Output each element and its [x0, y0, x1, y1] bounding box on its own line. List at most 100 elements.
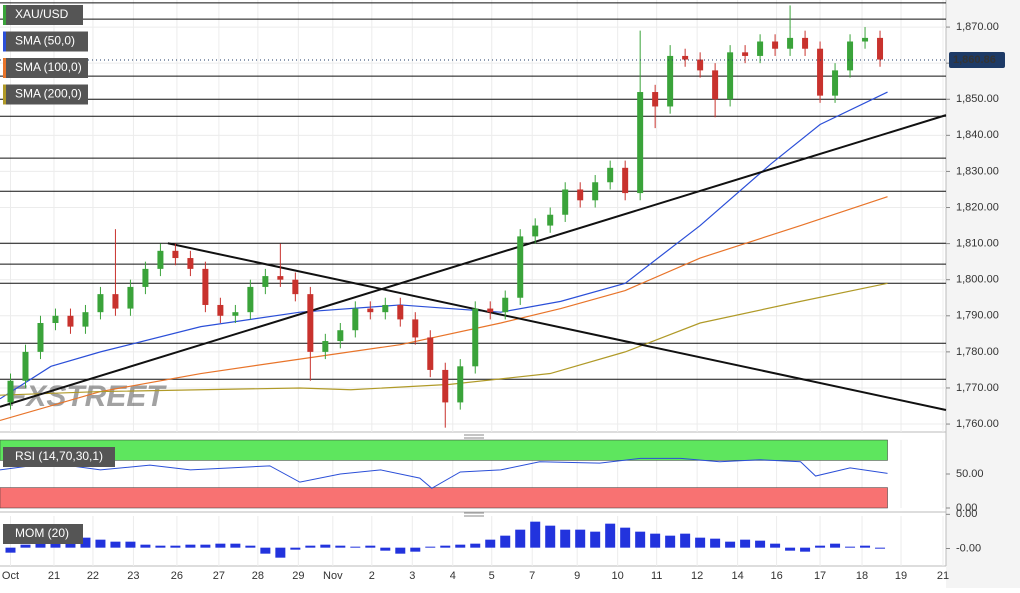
x-tick-label: 3 — [409, 570, 415, 582]
candle-body — [697, 59, 704, 71]
x-tick-label: 4 — [450, 570, 456, 582]
sma-line — [0, 282, 888, 396]
candle-body — [772, 41, 779, 49]
candle-body — [562, 189, 569, 215]
candle-body — [7, 380, 14, 403]
candle-body — [187, 258, 194, 269]
mom-bar — [200, 544, 211, 548]
mom-bar — [275, 547, 286, 558]
sma-line — [0, 196, 888, 422]
candle-body — [82, 312, 89, 327]
x-tick-label: 2 — [369, 570, 375, 582]
mom-bar — [755, 540, 766, 548]
x-tick-label: 23 — [127, 570, 139, 582]
candle-body — [517, 236, 524, 298]
candle-body — [862, 37, 869, 42]
x-tick-label: 11 — [651, 570, 662, 582]
last-price-box — [949, 52, 1005, 69]
candle-body — [532, 225, 539, 237]
x-tick-label: 7 — [529, 570, 535, 582]
candle-body — [487, 308, 494, 313]
mom-bar — [440, 545, 451, 548]
y-tick-label: 1,830.00 — [956, 165, 999, 177]
x-tick-label: 12 — [691, 570, 703, 582]
trend-line — [167, 242, 947, 411]
y-tick-label: 1,820.00 — [956, 201, 999, 213]
legend-label: MOM (20) — [15, 526, 69, 540]
candle-body — [172, 250, 179, 259]
candle-body — [592, 182, 599, 201]
candle-body — [277, 276, 284, 280]
mom-bar — [665, 535, 676, 548]
mom-bar — [350, 546, 361, 548]
x-tick-label: 27 — [213, 570, 225, 582]
mom-bar — [20, 544, 31, 548]
mom-bar — [590, 531, 601, 548]
candle-body — [742, 52, 749, 56]
mom-bar — [245, 545, 256, 548]
mom-bar — [710, 538, 721, 548]
candle-body — [622, 167, 629, 194]
candle-body — [112, 294, 119, 309]
mom-bar — [425, 546, 436, 548]
mom-bar — [470, 543, 481, 548]
candle-body — [427, 337, 434, 370]
mom-bar — [155, 545, 166, 548]
mom-bar — [335, 545, 346, 548]
mom-bar — [365, 545, 376, 548]
mom-bar — [860, 545, 871, 548]
candle-body — [607, 167, 614, 183]
x-tick-label: 21 — [937, 570, 949, 582]
mom-bar — [650, 533, 661, 548]
mom-bar — [50, 541, 61, 548]
candle-body — [877, 37, 884, 60]
mom-bar — [35, 543, 46, 548]
resize-handle[interactable] — [464, 512, 484, 517]
candle-body — [727, 52, 734, 100]
legend-item[interactable]: SMA (100,0) — [3, 58, 88, 78]
mom-bar — [845, 546, 856, 548]
candle-body — [457, 366, 464, 403]
mom-bar — [830, 543, 841, 548]
candle-body — [127, 286, 134, 309]
x-tick-label: 10 — [612, 570, 624, 582]
mom-bar — [95, 539, 106, 548]
mom-bar — [485, 539, 496, 548]
x-tick-label: Oct — [2, 570, 19, 582]
legend-box — [3, 31, 88, 52]
candle-body — [817, 48, 824, 96]
legend-item[interactable]: SMA (50,0) — [3, 31, 88, 52]
legend-swatch — [3, 84, 6, 105]
x-tick-label: 29 — [292, 570, 304, 582]
candle-body — [202, 268, 209, 305]
x-tick-label: 28 — [252, 570, 264, 582]
rsi-band — [0, 439, 888, 461]
mom-bar — [740, 539, 751, 548]
mom-bar — [5, 547, 16, 553]
mom-bar — [140, 544, 151, 548]
candle-body — [667, 55, 674, 107]
candle-body — [367, 308, 374, 313]
mom-bar — [305, 545, 316, 548]
candle-body — [352, 308, 359, 331]
legend-item: RSI (14,70,30,1) — [3, 447, 115, 467]
legend-item[interactable]: XAU/USD — [3, 5, 83, 25]
x-tick-label: 26 — [171, 570, 183, 582]
legend-item[interactable]: SMA (200,0) — [3, 84, 88, 105]
mom-bar — [290, 547, 301, 550]
candle-body — [547, 214, 554, 226]
x-tick-label: 16 — [770, 570, 782, 582]
mom-bar — [800, 547, 811, 552]
mom-bar — [185, 544, 196, 548]
legend-label: XAU/USD — [15, 7, 69, 21]
legend-box — [3, 447, 115, 467]
y-tick-label: 1,810.00 — [956, 238, 999, 250]
resize-handle[interactable] — [464, 434, 484, 439]
legend-box — [3, 84, 88, 105]
candle-body — [67, 315, 74, 327]
mom-bar — [575, 529, 586, 548]
y-tick-label: 1,800.00 — [956, 274, 999, 286]
mom-bar — [80, 537, 91, 548]
y-tick-label: -0.00 — [956, 542, 981, 554]
